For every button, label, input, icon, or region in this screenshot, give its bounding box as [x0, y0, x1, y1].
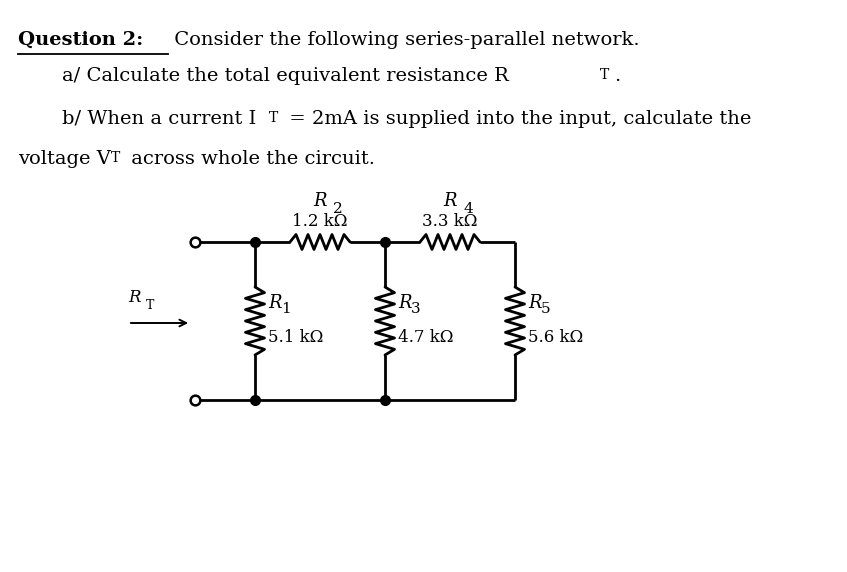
- Text: 3.3 kΩ: 3.3 kΩ: [423, 213, 478, 230]
- Text: 2: 2: [333, 202, 343, 216]
- Text: = 2mA is supplied into the input, calculate the: = 2mA is supplied into the input, calcul…: [283, 110, 751, 128]
- Text: .: .: [614, 67, 620, 85]
- Text: across whole the circuit.: across whole the circuit.: [125, 150, 375, 168]
- Text: 5.6 kΩ: 5.6 kΩ: [528, 328, 584, 345]
- Text: 1.2 kΩ: 1.2 kΩ: [292, 213, 348, 230]
- Text: T: T: [111, 151, 120, 165]
- Text: R: R: [268, 294, 281, 312]
- Text: 4.7 kΩ: 4.7 kΩ: [398, 328, 453, 345]
- Text: 1: 1: [281, 302, 291, 316]
- Text: R: R: [313, 192, 327, 210]
- Text: R: R: [443, 192, 457, 210]
- Text: R: R: [528, 294, 541, 312]
- Text: T: T: [146, 299, 154, 312]
- Text: a/ Calculate the total equivalent resistance R: a/ Calculate the total equivalent resist…: [62, 67, 509, 85]
- Text: 5.1 kΩ: 5.1 kΩ: [268, 328, 324, 345]
- Text: 3: 3: [411, 302, 421, 316]
- Text: T: T: [600, 68, 609, 82]
- Text: R: R: [128, 289, 141, 306]
- Text: b/ When a current I: b/ When a current I: [62, 110, 257, 128]
- Text: 4: 4: [463, 202, 473, 216]
- Text: Question 2:: Question 2:: [18, 31, 143, 49]
- Text: 5: 5: [541, 302, 551, 316]
- Text: Consider the following series-parallel network.: Consider the following series-parallel n…: [168, 31, 639, 49]
- Text: T: T: [269, 111, 279, 125]
- Text: R: R: [398, 294, 412, 312]
- Text: voltage V: voltage V: [18, 150, 111, 168]
